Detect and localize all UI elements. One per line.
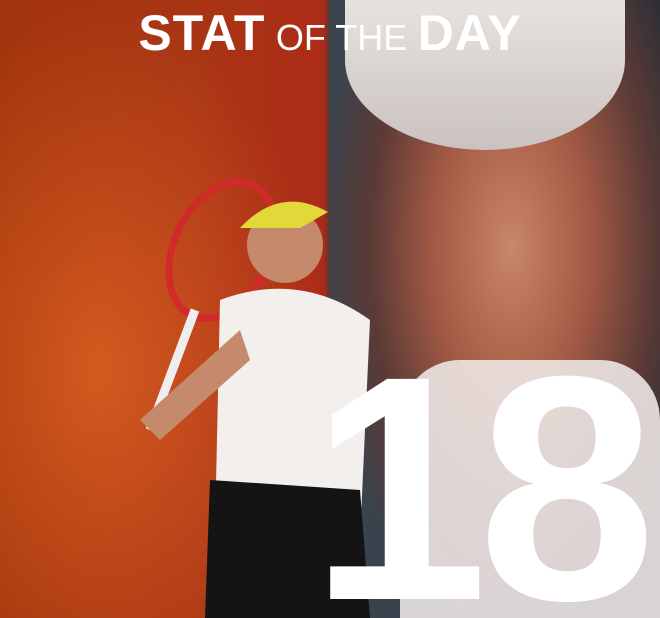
player-visor — [240, 201, 328, 228]
title-day: DAY — [417, 5, 522, 61]
player-shirt — [400, 360, 660, 618]
player-cap — [345, 0, 625, 150]
player-shirt-left — [215, 288, 370, 540]
player-shorts — [205, 480, 370, 618]
page-title: STAT OF THE DAY — [0, 4, 660, 62]
stat-value: 18 — [310, 309, 656, 618]
title-stat: STAT — [138, 5, 266, 61]
title-of-the: OF THE — [275, 17, 408, 58]
player-arm — [140, 330, 250, 440]
